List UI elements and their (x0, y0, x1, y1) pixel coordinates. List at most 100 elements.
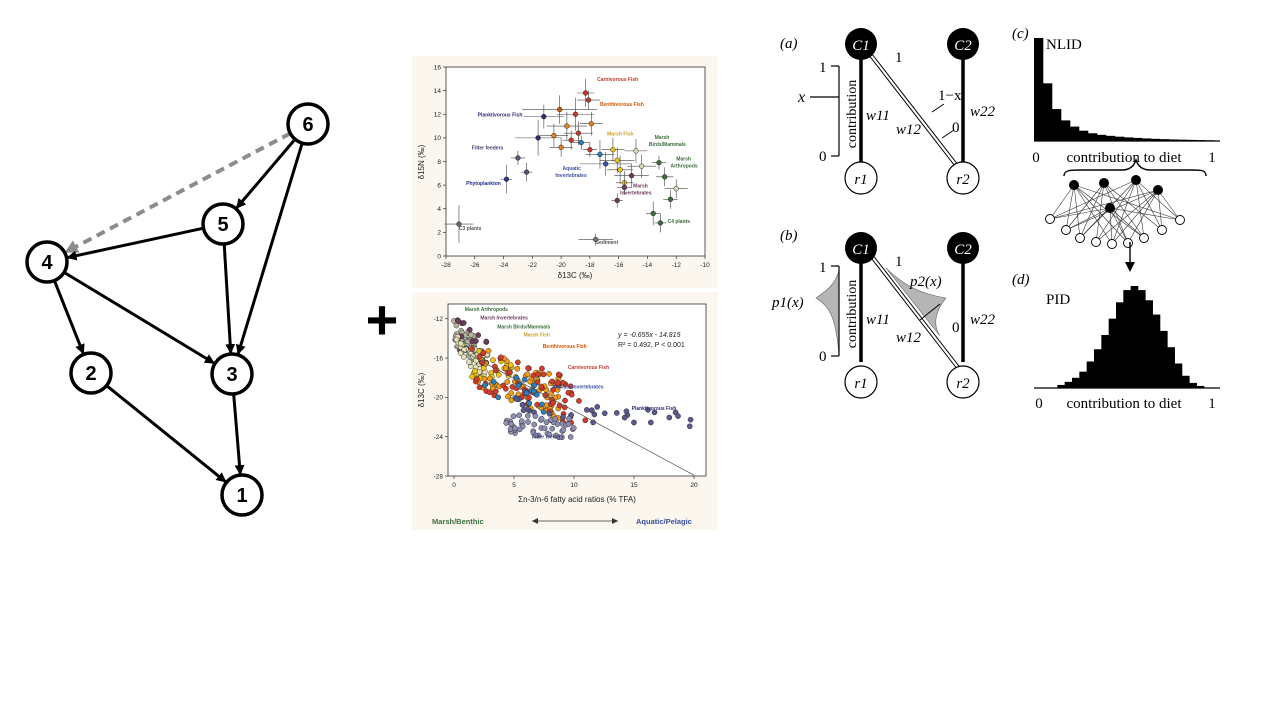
down-arrow-head (1125, 262, 1135, 272)
food-web-link (1049, 184, 1075, 220)
data-point (515, 359, 521, 366)
consumer-node-c2-label: C2 (954, 38, 972, 54)
data-point (570, 425, 577, 431)
food-web-link (1095, 189, 1159, 243)
data-point (460, 354, 467, 360)
data-point (466, 359, 472, 365)
data-point (555, 380, 561, 386)
group-label: Aquatic (563, 166, 582, 172)
edge-5-to-3 (222, 243, 236, 355)
food-web-link (1109, 207, 1145, 239)
data-point (516, 412, 523, 419)
contribution-axis-label: contribution (845, 280, 860, 348)
histogram-bar (1178, 139, 1188, 141)
histogram-bar (1196, 385, 1205, 388)
group-label: Phytoplankton (466, 181, 501, 187)
food-web-link (1109, 207, 1113, 245)
data-point (535, 135, 541, 141)
histogram-bar (1169, 139, 1179, 141)
edge-2-to-1 (105, 384, 227, 483)
graph-node-5 (201, 202, 245, 246)
data-point (508, 390, 515, 396)
group-label: Marsh Fish (607, 132, 633, 138)
data-point (525, 365, 531, 371)
data-point (485, 348, 492, 354)
data-point (613, 410, 620, 416)
x-marker-label: x (797, 89, 805, 106)
data-point (631, 419, 637, 426)
x-tick-label: -14 (643, 262, 653, 269)
graph-node-4 (25, 240, 69, 284)
data-point (572, 111, 579, 117)
w11-label: w11 (866, 108, 890, 124)
histogram-bar (1123, 290, 1131, 388)
histogram-bar (1064, 381, 1073, 388)
directed-graph: 1 2 3 4 5 6 (25, 102, 330, 517)
data-point (492, 388, 499, 395)
group-label: Invertebrates (555, 173, 587, 179)
data-point (564, 123, 570, 129)
data-point (546, 431, 553, 438)
x-tick-label: -16 (614, 262, 624, 269)
data-point (514, 365, 521, 372)
data-point (472, 368, 478, 374)
data-point (456, 221, 462, 227)
x-tick-1: 1 (1208, 396, 1216, 412)
w12-label: w12 (896, 122, 922, 138)
food-web-link (1135, 179, 1181, 221)
data-point (532, 413, 539, 419)
consumer-node (1105, 203, 1115, 213)
nlid-histogram (1034, 38, 1215, 141)
y-axis-label: δ13C (‰) (417, 372, 426, 407)
data-point (550, 400, 557, 406)
resource-node (1123, 238, 1133, 248)
y-tick-label: 14 (434, 88, 442, 95)
data-point (588, 407, 595, 414)
data-point (481, 382, 488, 389)
w22-label: w22 (970, 312, 996, 328)
data-point (474, 376, 480, 382)
x-tick-label: -20 (556, 262, 566, 269)
contribution-axis-label: contribution (845, 80, 860, 148)
group-label: Aquatic Invertebrates (552, 385, 603, 391)
histogram-bar (1086, 361, 1095, 388)
data-point (541, 113, 547, 120)
food-web-link (1049, 179, 1137, 220)
x-tick-label: -26 (470, 262, 480, 269)
histogram-bar (1052, 109, 1062, 141)
food-web-link (1049, 189, 1159, 220)
data-point (468, 331, 474, 338)
resource-node-r2 (946, 161, 980, 195)
data-point (621, 184, 628, 191)
data-point (519, 401, 526, 408)
trend-line (453, 346, 695, 476)
data-point (507, 369, 513, 376)
axis-top-label: 1 (819, 60, 827, 76)
data-point (490, 357, 496, 363)
data-point (662, 174, 668, 180)
axis-top-label: 1 (819, 260, 827, 276)
data-point (480, 349, 487, 356)
edge-label-1: 1 (895, 50, 903, 66)
x-tick-label: -28 (441, 262, 451, 269)
marsh-benthic-label: Marsh/Benthic (432, 517, 484, 526)
y-tick-label: -16 (434, 355, 444, 362)
resource-node (1061, 225, 1071, 235)
data-point (539, 401, 545, 408)
group-label: C3 plants (459, 226, 482, 232)
w22-label: w22 (970, 104, 996, 120)
histogram-bar (1115, 136, 1125, 141)
y-tick-label: 6 (437, 182, 441, 189)
data-point (568, 391, 575, 398)
graph-node-label: 5 (217, 214, 228, 236)
histogram-bar (1116, 302, 1124, 388)
resource-node-r2-label: r2 (956, 172, 970, 188)
group-label: Marsh (633, 183, 648, 189)
data-point (560, 414, 566, 420)
food-web-link (1079, 207, 1111, 239)
group-label: Marsh Invertebrates (480, 316, 528, 322)
x-tick-1: 1 (1208, 150, 1216, 166)
group-label: Planktivorous Fish (632, 406, 677, 412)
axis-bottom-label: 0 (819, 149, 827, 165)
data-point (568, 137, 574, 143)
